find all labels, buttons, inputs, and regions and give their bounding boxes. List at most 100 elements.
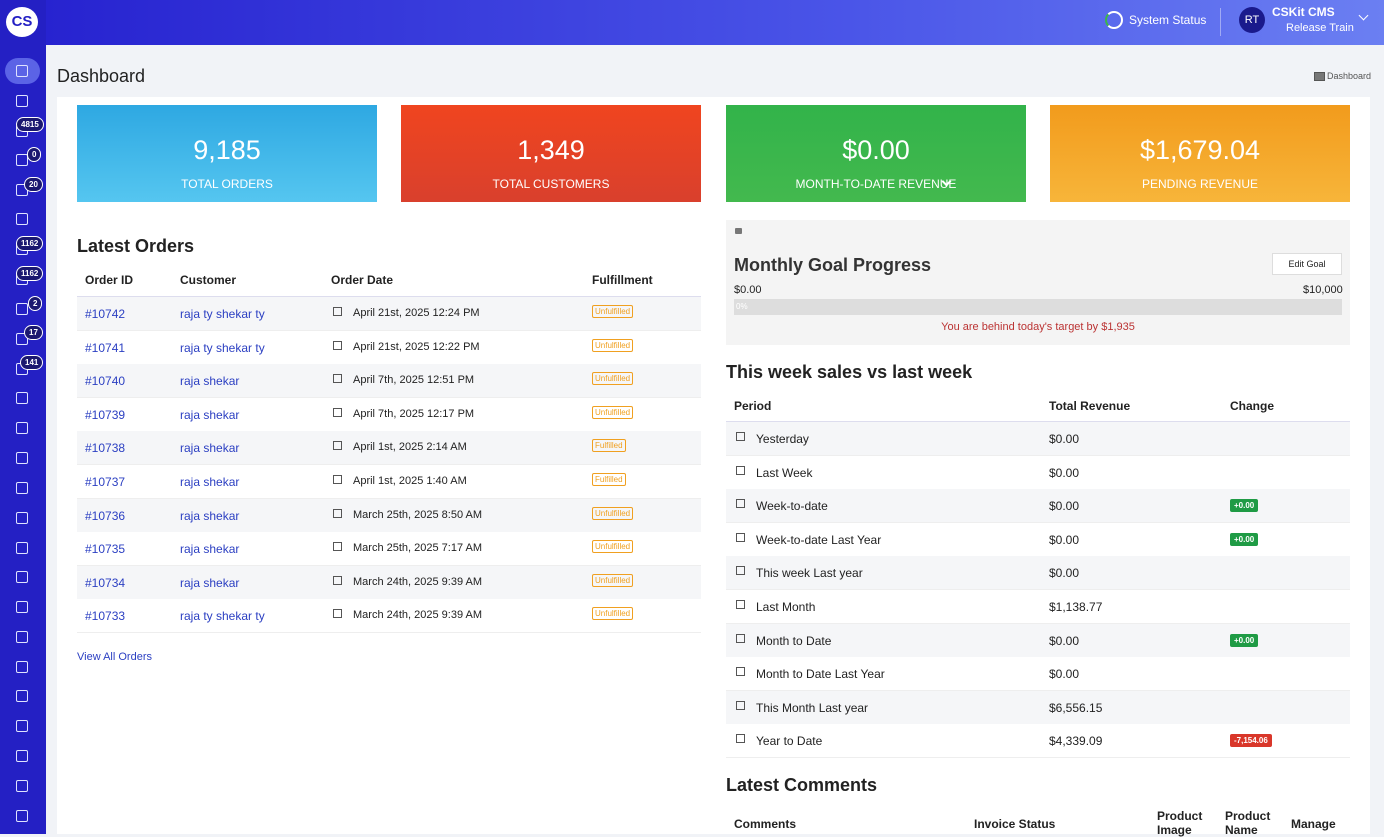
nav-icon[interactable] [16, 65, 28, 77]
table-row [726, 657, 1350, 692]
nav-icon[interactable] [16, 601, 28, 613]
nav-icon[interactable] [16, 720, 28, 732]
calendar-icon [736, 600, 745, 609]
nav-icon[interactable] [16, 452, 28, 464]
user-title[interactable]: CSKit CMS [1272, 5, 1335, 19]
column-header: Product Name [1225, 809, 1271, 837]
fulfillment: Fulfilled [592, 473, 626, 486]
nav-badge: 1162 [16, 266, 44, 281]
goal-max: $10,000 [1303, 284, 1343, 296]
order-id[interactable]: #10741 [85, 340, 126, 355]
order-id[interactable]: #10738 [85, 441, 126, 456]
nav-badge: 2 [28, 296, 43, 311]
stat-value: 1,349 [517, 135, 585, 165]
order-id[interactable]: #10734 [85, 575, 126, 590]
customer[interactable]: raja shekar [180, 441, 240, 456]
stat-card[interactable]: $0.00 MONTH-TO-DATE REVENUE [726, 105, 1026, 202]
order-id[interactable]: #10733 [85, 609, 126, 624]
calendar-icon [333, 609, 342, 619]
customer[interactable]: raja shekar [180, 542, 240, 557]
sidebar [0, 0, 46, 834]
column-header: Manage [1291, 817, 1336, 831]
goal-message: You are behind today's target by $1,935 [941, 321, 1135, 333]
fulfillment: Unfulfilled [592, 540, 634, 554]
nav-badge: 20 [24, 177, 43, 192]
active-item[interactable] [5, 58, 40, 84]
table-row [726, 690, 1350, 725]
table-row [726, 422, 1350, 456]
order-id[interactable]: #10736 [85, 508, 126, 523]
nav-icon[interactable] [16, 750, 28, 762]
fulfillment: Unfulfilled [592, 372, 634, 386]
top-bar [46, 0, 1384, 45]
view-all[interactable]: View All Orders [77, 651, 152, 663]
order-date: April 21st, 2025 12:22 PM [353, 340, 480, 353]
calendar-icon [736, 734, 745, 744]
nav-icon[interactable] [16, 154, 28, 166]
calendar-icon [333, 407, 342, 417]
revenue: $0.00 [1049, 432, 1080, 446]
system-status[interactable]: System Status [1129, 13, 1207, 27]
nav-icon[interactable] [16, 690, 28, 702]
change-badge: +0.00 [1230, 633, 1259, 647]
customer[interactable]: raja shekar [180, 475, 240, 489]
stat-value: $0.00 [842, 135, 910, 165]
logo[interactable]: CS [6, 7, 38, 37]
table-row [726, 556, 1350, 591]
table-row [726, 455, 1350, 490]
table-row [77, 532, 701, 567]
nav-icon[interactable] [16, 303, 28, 315]
section-title: This week sales vs last week [726, 362, 973, 382]
nav-icon[interactable] [16, 661, 28, 673]
order-id[interactable]: #10737 [85, 475, 126, 489]
nav-icon[interactable] [16, 631, 28, 643]
order-date: April 1st, 2025 2:14 AM [353, 441, 467, 454]
period: Month to Date [756, 633, 832, 648]
revenue: $0.00 [1049, 532, 1080, 547]
nav-icon[interactable] [16, 810, 28, 822]
nav-icon[interactable] [16, 512, 28, 524]
order-id[interactable]: #10735 [85, 542, 126, 557]
customer[interactable]: raja shekar [180, 374, 240, 389]
order-date: April 7th, 2025 12:51 PM [353, 374, 475, 387]
customer[interactable]: raja shekar [180, 508, 240, 523]
revenue: $1,138.77 [1049, 600, 1103, 614]
change-badge: -7,154.06 [1230, 734, 1272, 748]
column-header: Invoice Status [974, 817, 1056, 831]
avatar[interactable]: RT [1239, 7, 1265, 33]
nav-icon[interactable] [16, 95, 28, 107]
table-row [77, 498, 701, 533]
period: Last Month [756, 600, 816, 614]
nav-icon[interactable] [16, 571, 28, 583]
nav-icon[interactable] [16, 542, 28, 554]
user-subtitle[interactable]: Release Train [1286, 22, 1354, 34]
nav-icon[interactable] [16, 422, 28, 434]
column-header: Total Revenue [1049, 399, 1131, 413]
column-header: Order Date [331, 273, 394, 287]
calendar-icon [333, 475, 342, 484]
stat-label: TOTAL CUSTOMERS [492, 177, 610, 191]
customer[interactable]: raja shekar [180, 575, 240, 590]
table-row [77, 397, 701, 432]
nav-icon[interactable] [16, 213, 28, 225]
customer[interactable]: raja ty shekar ty [180, 340, 265, 355]
order-id[interactable]: #10739 [85, 407, 126, 422]
revenue: $0.00 [1049, 566, 1080, 581]
stat-value: $1,679.04 [1139, 135, 1261, 165]
divider [1220, 8, 1221, 36]
edit-goal[interactable]: Edit Goal [1272, 253, 1342, 275]
order-id[interactable]: #10742 [85, 307, 126, 321]
table-row [726, 489, 1350, 524]
nav-icon[interactable] [16, 482, 28, 494]
customer[interactable]: raja ty shekar ty [180, 609, 265, 624]
order-id[interactable]: #10740 [85, 374, 126, 389]
nav-icon[interactable] [16, 780, 28, 792]
fulfillment: Unfulfilled [592, 607, 634, 621]
customer[interactable]: raja ty shekar ty [180, 307, 265, 321]
nav-badge: 0 [27, 147, 42, 162]
customer[interactable]: raja shekar [180, 407, 240, 422]
breadcrumb[interactable]: Dashboard [1327, 71, 1372, 81]
breadcrumb-icon [1314, 72, 1325, 81]
nav-icon[interactable] [16, 392, 28, 404]
calendar-icon [736, 566, 745, 576]
